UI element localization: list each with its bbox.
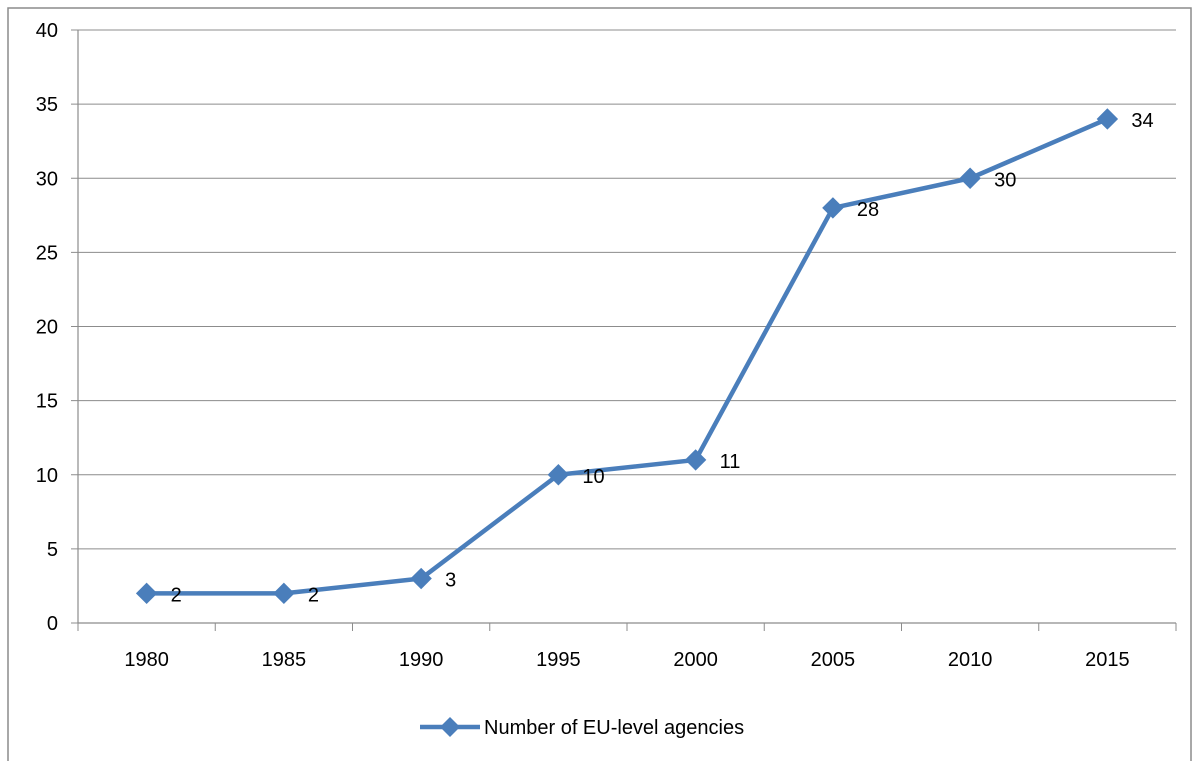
- legend: Number of EU-level agencies: [420, 717, 744, 739]
- y-tick-label: 40: [36, 20, 58, 42]
- y-tick-label: 10: [36, 465, 58, 487]
- data-label: 3: [445, 570, 456, 592]
- series-layer: [135, 108, 1119, 605]
- data-label: 2: [308, 584, 319, 606]
- y-tick-label: 20: [36, 317, 58, 339]
- data-point-marker: [959, 167, 981, 189]
- data-label: 2: [171, 584, 182, 606]
- y-tick-label: 30: [36, 168, 58, 190]
- legend-diamond-marker: [440, 717, 460, 737]
- data-label: 34: [1131, 110, 1153, 132]
- x-tick-label: 1990: [399, 649, 444, 671]
- x-tick-label: 1985: [262, 649, 307, 671]
- gridlines: [78, 29, 1176, 550]
- axes: 0 5 10 15 20 25 30 35 40 1980 1985 1990 1995 2000 2005…: [36, 20, 1177, 671]
- x-tick-label: 2000: [673, 649, 718, 671]
- x-tick-label: 2010: [948, 649, 993, 671]
- x-tick-label: 2005: [811, 649, 856, 671]
- x-tick-label: 1980: [124, 649, 169, 671]
- data-point-marker: [273, 582, 295, 605]
- data-label: 30: [994, 169, 1016, 191]
- y-tick-label: 35: [36, 94, 58, 116]
- data-point-marker: [1096, 108, 1119, 130]
- y-tick-label: 0: [47, 613, 58, 635]
- y-tick-label: 15: [36, 391, 58, 413]
- data-point-marker: [822, 197, 844, 219]
- data-label: 11: [720, 451, 741, 473]
- legend-entry-label: Number of EU-level agencies: [484, 717, 744, 739]
- data-point-marker: [547, 464, 570, 486]
- data-label: 28: [857, 199, 879, 221]
- data-label: 10: [582, 466, 604, 488]
- x-tick-label: 2015: [1085, 649, 1130, 671]
- y-tick-label: 5: [47, 539, 58, 561]
- y-tick-label: 25: [36, 242, 58, 264]
- chart-border: [7, 7, 1192, 764]
- x-tick-label: 1995: [536, 649, 581, 671]
- data-labels: 2 2 3 10 11 28 30 34: [171, 110, 1154, 606]
- data-point-marker: [135, 582, 158, 605]
- series-line: [146, 116, 1109, 596]
- data-point-marker: [410, 567, 432, 590]
- data-point-marker: [684, 449, 707, 471]
